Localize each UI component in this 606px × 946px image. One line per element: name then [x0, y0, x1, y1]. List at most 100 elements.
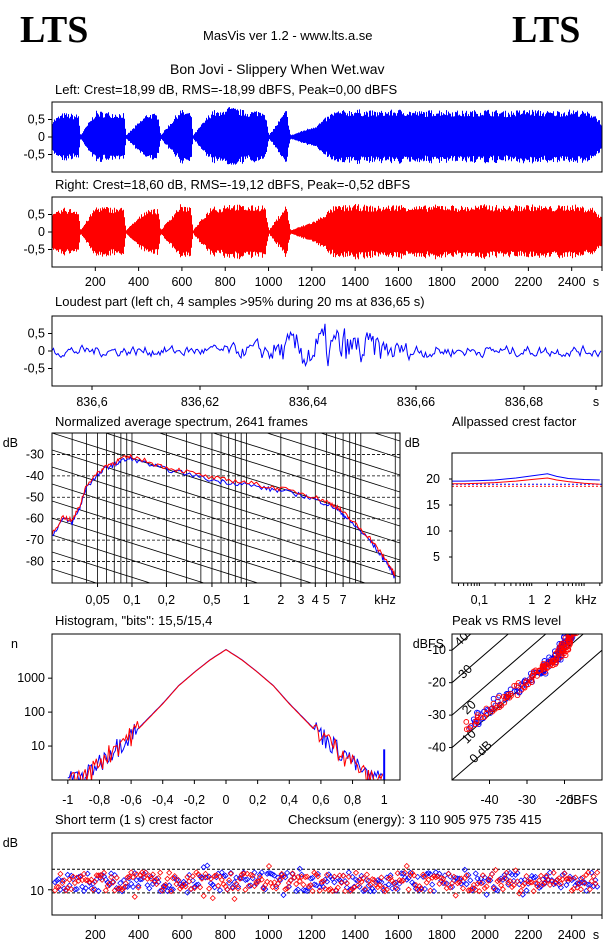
spectrum-xtick-label: 3: [298, 593, 305, 607]
time-axis-label: 200: [85, 275, 106, 289]
short-term-xtick-label: 200: [85, 928, 106, 942]
short-term-point-blue: [91, 886, 98, 893]
short-term-point-red: [293, 880, 300, 888]
peak-rms-point-right: [571, 628, 576, 633]
short-term-point-red: [256, 874, 263, 881]
short-term-point-red: [579, 874, 586, 881]
peak-rms-point-left: [571, 619, 576, 624]
short-term-point-red: [501, 875, 508, 882]
short-term-point-red: [539, 881, 546, 888]
short-term-point-red: [519, 882, 526, 889]
short-term-point-red: [177, 885, 184, 892]
short-term-xtick-label: 1400: [341, 928, 369, 942]
short-term-xtick-label: 400: [128, 928, 149, 942]
short-term-point-blue: [222, 872, 229, 879]
short-term-point-red: [479, 872, 486, 879]
short-term-point-red: [333, 887, 340, 894]
short-term-point-red: [331, 873, 338, 880]
short-term-ylabel: dB: [3, 836, 18, 850]
short-term-point-red: [436, 880, 443, 887]
short-term-point-red: [334, 884, 341, 891]
short-term-point-red: [153, 881, 160, 888]
short-term-point-red: [198, 875, 205, 882]
short-term-point-red: [119, 886, 126, 893]
peak-rms-point-left: [490, 695, 497, 702]
short-term-point-blue: [82, 885, 89, 892]
short-term-point-red: [235, 885, 242, 892]
short-term-point-red: [543, 872, 550, 879]
short-term-point-red: [438, 875, 445, 882]
short-term-point-red: [400, 877, 407, 884]
short-term-point-red: [449, 880, 456, 887]
short-term-point-blue: [258, 869, 265, 876]
peak-rms-point-left: [570, 628, 575, 633]
short-term-point-red: [274, 880, 282, 887]
short-term-point-blue: [216, 887, 224, 894]
peak-rms-ytick-label: -20: [428, 676, 446, 690]
short-term-point-red: [57, 870, 64, 877]
short-term-point-red: [233, 880, 240, 887]
short-term-point-blue: [282, 874, 289, 881]
short-term-xtick-label: 800: [215, 928, 236, 942]
short-term-point-red: [376, 882, 383, 889]
short-term-point-red: [447, 884, 454, 891]
short-term-xtick-label: s: [593, 928, 599, 942]
short-term-point-red: [218, 876, 225, 883]
peak-rms-point-left: [571, 617, 576, 622]
short-term-point-blue: [394, 885, 401, 893]
short-term-point-blue: [226, 879, 233, 886]
short-term-point-red: [536, 877, 543, 884]
short-term-point-red: [498, 882, 505, 889]
short-term-point-blue: [169, 886, 176, 893]
left-waveform-ytick-label: 0,5: [28, 113, 45, 127]
short-term-xtick-label: 2200: [514, 928, 542, 942]
short-term-point-blue: [494, 887, 501, 894]
short-term-point-red: [588, 878, 595, 885]
crest-xtick-label: 0,1: [471, 593, 488, 607]
crest-series-right: [452, 477, 600, 485]
crest-ytick-label: 5: [433, 550, 440, 564]
peak-rms-point-right: [523, 679, 529, 686]
crest-ytick-label: 20: [426, 472, 440, 486]
short-term-point-red: [514, 878, 521, 885]
short-term-point-red: [590, 873, 597, 880]
short-term-point-red: [229, 885, 236, 892]
spectrum-xtick-label: 0,2: [158, 593, 175, 607]
short-term-point-blue: [360, 887, 367, 895]
short-term-point-red: [496, 876, 503, 884]
peak-rms-point-right: [501, 693, 507, 700]
peak-rms-point-right: [508, 693, 514, 699]
short-term-point-red: [71, 879, 78, 887]
short-term-point-red: [492, 866, 499, 874]
short-term-point-blue: [204, 862, 211, 869]
short-term-point-red: [320, 878, 327, 885]
peak-rms-point-left: [507, 686, 514, 693]
short-term-point-red: [207, 875, 214, 882]
short-term-point-blue: [410, 881, 418, 888]
crest-frame: [451, 452, 603, 584]
short-term-point-red: [507, 878, 514, 885]
short-term-point-red: [253, 878, 260, 885]
short-term-point-blue: [391, 880, 398, 887]
spectrum-xtick-label: 2: [277, 593, 284, 607]
peak-rms-point-right: [549, 659, 556, 666]
spectrum-xunit: kHz: [374, 593, 396, 607]
short-term-point-blue: [461, 866, 468, 873]
short-term-point-red: [476, 888, 483, 895]
short-term-point-red: [594, 869, 601, 876]
short-term-point-blue: [280, 891, 287, 899]
short-term-point-blue: [138, 875, 146, 883]
short-term-point-blue: [440, 880, 447, 887]
short-term-point-red: [574, 884, 581, 891]
short-term-point-red: [62, 887, 69, 894]
short-term-point-blue: [479, 879, 486, 886]
peak-rms-ytick-label: -30: [428, 708, 446, 722]
peak-rms-point-right: [478, 714, 484, 721]
short-term-point-blue: [510, 877, 517, 884]
short-term-point-red: [184, 873, 191, 881]
spectrum-xtick-label: 0,05: [85, 593, 109, 607]
short-term-point-blue: [371, 888, 378, 895]
short-term-plot: [52, 862, 602, 902]
spectrum-xtick-label: 0,1: [123, 593, 140, 607]
short-term-point-red: [249, 872, 256, 879]
